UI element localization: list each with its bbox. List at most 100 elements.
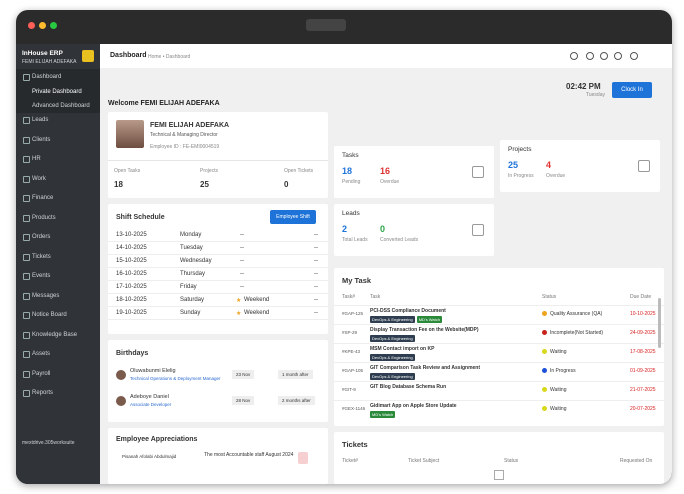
row-line <box>108 280 328 281</box>
avatar <box>116 120 144 148</box>
breadcrumb: Home • Dashboard <box>148 54 191 60</box>
person-name: Pisanah Afolabi Abdulmajid <box>122 454 177 459</box>
stat-value: 25 <box>508 160 519 170</box>
menu-item[interactable]: Private Dashboard <box>32 89 82 95</box>
row-line <box>334 381 664 382</box>
menu-item[interactable]: Advanced Dashboard <box>32 103 90 109</box>
task-status: Incomplete(Not Started) <box>550 330 604 336</box>
card-title: Shift Schedule <box>116 214 165 221</box>
shift-end: -- <box>314 284 318 290</box>
card-title: Employee Appreciations <box>116 436 198 443</box>
menu-item[interactable]: Finance <box>32 195 54 201</box>
task-id: #GAP-105 <box>342 368 364 373</box>
task-id: #SP-29 <box>342 330 358 335</box>
row-line <box>334 343 664 344</box>
tickets-card: Tickets Ticket# Ticket Subject Status Reques… <box>334 432 664 484</box>
profile-card: FEMI ELIJAH ADEFAKA Technical & Managing … <box>108 112 328 198</box>
person-name: Adeboye Daniel <box>130 394 169 400</box>
tag: MD's Watch <box>370 411 396 418</box>
shift-card: Shift Schedule Employee Shift 13-10-2025 Mo… <box>108 204 328 334</box>
scrollbar <box>658 298 661 348</box>
task-due: 24-09-2025 <box>630 330 656 336</box>
menu-item[interactable]: Products <box>32 214 56 221</box>
app-name: InHouse ERP <box>22 50 63 57</box>
menu-icon <box>23 292 30 300</box>
row-line <box>108 293 328 294</box>
empty-icon <box>494 470 504 480</box>
shift-day: Tuesday <box>180 245 203 251</box>
address-bar[interactable] <box>306 19 346 31</box>
menu-item[interactable]: HR <box>32 156 41 162</box>
card-title: Leads <box>342 210 360 217</box>
menu-icon <box>23 273 30 280</box>
stat-label: Converted Leads <box>380 237 419 243</box>
row-line <box>334 362 664 363</box>
header-icon[interactable] <box>600 52 608 60</box>
menu-icon <box>23 156 30 163</box>
main: Dashboard Home • Dashboard Welcome FEMI … <box>100 44 672 484</box>
column-header: Due Date <box>630 294 652 300</box>
tasks-card: Tasks 18 Pending 16 Overdue <box>334 146 494 198</box>
shift-end: -- <box>314 258 318 264</box>
header-icon[interactable] <box>614 52 622 60</box>
menu-item[interactable]: Messages <box>32 292 60 299</box>
header-icon[interactable] <box>570 52 578 60</box>
shift-end: -- <box>314 232 318 238</box>
avatar <box>116 396 126 406</box>
maximize-dot[interactable] <box>50 22 57 29</box>
menu-item[interactable]: Leads <box>32 117 49 123</box>
menu-item[interactable]: Clients <box>32 136 51 143</box>
projects-card: Projects 25 In Progress 4 Overdue <box>500 140 660 192</box>
employee-id: Employee ID : FE-EMI0004519 <box>150 144 220 150</box>
stat-label: Total Leads <box>342 237 368 243</box>
person-role: Associate Developer <box>130 402 172 407</box>
minimize-dot[interactable] <box>39 22 46 29</box>
menu-icon <box>23 234 30 241</box>
menu-item[interactable]: Knowledge Base <box>32 331 78 338</box>
card-title: Tasks <box>342 152 359 159</box>
task-tags: MD's Watch <box>370 411 397 418</box>
menu-icon <box>23 370 30 378</box>
menu-icon <box>23 195 30 202</box>
card-title: My Task <box>342 276 372 285</box>
menu-item[interactable]: Orders <box>32 234 51 240</box>
column-header: Ticket# <box>342 458 358 464</box>
birth-date: 23 Nov <box>232 370 255 379</box>
stat-label: In Progress <box>508 173 534 179</box>
shift-date: 16-10-2025 <box>116 271 147 277</box>
close-dot[interactable] <box>28 22 35 29</box>
row-line <box>334 400 664 401</box>
menu-item[interactable]: Dashboard <box>32 74 62 80</box>
task-tags: DevOps & Engineering <box>370 354 417 361</box>
stat-label: Overdue <box>380 179 400 185</box>
menu-item[interactable]: Work <box>32 175 46 182</box>
menu-item[interactable]: Tickets <box>32 253 51 260</box>
status-dot <box>542 330 547 335</box>
shift-name: Weekend <box>244 297 270 303</box>
menu-item[interactable]: Assets <box>32 351 51 357</box>
shift-name: -- <box>240 271 244 277</box>
clock-in-button[interactable]: Clock In <box>612 82 652 98</box>
tag: DevOps & Engineering <box>370 316 415 323</box>
header-icon[interactable] <box>630 52 638 60</box>
shift-day: Monday <box>180 232 202 238</box>
menu-active-bg <box>16 69 100 113</box>
menu-item[interactable]: Notice Board <box>32 312 67 318</box>
menu-item[interactable]: Events <box>32 273 51 279</box>
menu-icon <box>23 74 30 81</box>
award-icon <box>298 452 308 464</box>
menu-item[interactable]: Payroll <box>32 370 51 377</box>
task-due: 10-10-2025 <box>630 311 656 317</box>
card-title: Projects <box>508 146 532 153</box>
task-name: GIT Comparison Task Review and Assignmen… <box>370 365 481 371</box>
profile-role: Technical & Managing Director <box>150 132 218 138</box>
shift-name: -- <box>240 245 244 251</box>
my-task-card: My Task Task# Task Status Due Date #GAP-125 PC… <box>334 268 664 426</box>
task-id: #GAP-125 <box>342 311 364 316</box>
row-line <box>334 324 664 325</box>
header-icon[interactable] <box>586 52 594 60</box>
menu-item[interactable]: Reports <box>32 390 54 396</box>
employee-shift-button[interactable]: Employee Shift <box>270 210 316 224</box>
stat-label: Overdue <box>546 173 566 179</box>
menu-icon <box>23 175 30 183</box>
